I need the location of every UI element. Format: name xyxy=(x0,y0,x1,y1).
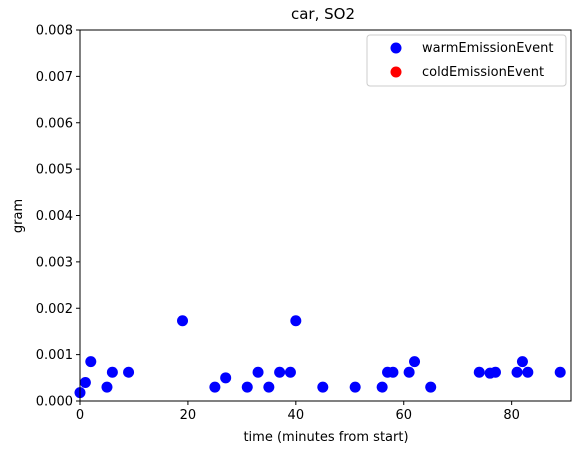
data-point-warm xyxy=(403,366,415,378)
data-point-warm xyxy=(284,366,296,378)
data-point-warm xyxy=(177,315,189,327)
y-tick-label: 0.008 xyxy=(36,24,73,39)
y-axis: 0.000 0.001 0.002 0.003 0.004 0.005 0.006 0.007… xyxy=(36,24,80,410)
legend: warmEmissionEvent coldEmissionEvent xyxy=(366,34,567,87)
data-point-warm xyxy=(376,381,388,393)
data-point-warm xyxy=(349,381,361,393)
data-point-warm xyxy=(123,366,135,378)
x-tick-label: 60 xyxy=(395,408,412,423)
y-tick-label: 0.001 xyxy=(36,348,73,363)
data-point-warm xyxy=(425,381,437,393)
legend-frame xyxy=(366,34,567,87)
x-axis: 0 20 40 60 80 xyxy=(76,401,520,423)
data-point-warm xyxy=(473,366,485,378)
y-tick-label: 0.005 xyxy=(36,163,73,178)
y-tick-label: 0.007 xyxy=(36,70,73,85)
y-tick-label: 0.004 xyxy=(36,209,73,224)
data-point-warm xyxy=(79,376,91,388)
data-point-warm xyxy=(522,366,534,378)
data-point-warm xyxy=(511,366,523,378)
y-tick-label: 0.003 xyxy=(36,255,73,270)
y-tick-label: 0.000 xyxy=(36,395,73,410)
data-point-warm xyxy=(274,366,286,378)
x-tick-label: 80 xyxy=(503,408,520,423)
legend-label-cold: coldEmissionEvent xyxy=(422,65,544,80)
y-axis-label: gram xyxy=(11,199,26,233)
data-point-warm xyxy=(241,381,253,393)
data-point-warm xyxy=(252,366,264,378)
x-axis-label: time (minutes from start) xyxy=(243,430,408,445)
data-point-warm xyxy=(106,366,118,378)
data-point-warm xyxy=(220,372,232,384)
y-tick-label: 0.006 xyxy=(36,116,73,131)
data-point-warm xyxy=(409,356,421,368)
data-point-warm xyxy=(290,315,302,327)
data-point-warm xyxy=(317,381,329,393)
data-point-warm xyxy=(263,381,275,393)
chart-title: car, SO2 xyxy=(291,5,355,23)
legend-label-warm: warmEmissionEvent xyxy=(422,41,553,56)
legend-marker-warm xyxy=(390,42,402,54)
x-tick-label: 20 xyxy=(180,408,197,423)
x-tick-label: 40 xyxy=(288,408,305,423)
data-point-warm xyxy=(209,381,221,393)
data-point-warm xyxy=(387,366,399,378)
x-tick-label: 0 xyxy=(76,408,84,423)
points-layer xyxy=(74,315,566,399)
data-point-warm xyxy=(489,366,501,378)
data-point-warm xyxy=(85,356,97,368)
data-point-warm xyxy=(516,356,528,368)
data-point-warm xyxy=(554,366,566,378)
data-point-warm xyxy=(101,381,113,393)
y-tick-label: 0.002 xyxy=(36,302,73,317)
legend-marker-cold xyxy=(390,66,402,78)
